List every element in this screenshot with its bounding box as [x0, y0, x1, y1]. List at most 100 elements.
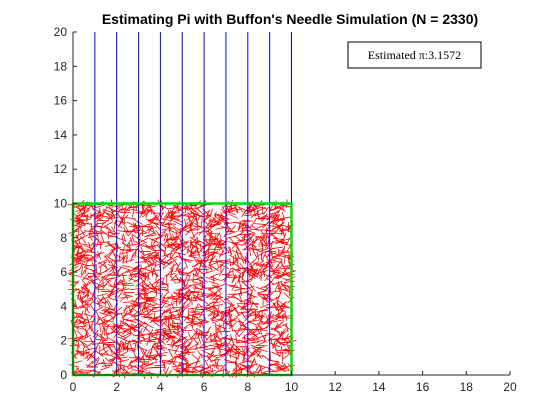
needle	[252, 248, 264, 251]
needle	[120, 327, 130, 334]
needle	[199, 258, 203, 268]
needle	[106, 301, 112, 310]
needle	[280, 242, 292, 246]
needle	[76, 325, 88, 328]
needle	[276, 205, 286, 212]
needle	[100, 240, 102, 250]
needle	[83, 258, 95, 262]
needle	[97, 320, 108, 326]
needle	[142, 208, 153, 213]
needle	[234, 349, 244, 356]
needle	[139, 363, 144, 372]
needle	[268, 271, 278, 278]
needle	[130, 357, 140, 364]
needle	[187, 275, 191, 284]
needle	[150, 269, 162, 273]
needle	[83, 313, 95, 318]
needle	[92, 291, 95, 301]
needle	[170, 215, 181, 218]
needle	[247, 203, 253, 212]
needle	[209, 273, 220, 278]
needle	[175, 288, 187, 291]
needle	[167, 245, 178, 247]
needle	[120, 339, 128, 348]
needle	[84, 265, 88, 275]
needle	[81, 249, 89, 258]
needle	[191, 353, 200, 361]
needle	[232, 267, 241, 274]
needle	[236, 368, 248, 371]
needle	[94, 341, 101, 350]
needle	[169, 323, 178, 331]
needle	[188, 220, 192, 229]
needle	[266, 213, 277, 220]
needle	[276, 364, 286, 371]
needle	[195, 327, 206, 334]
x-tick-label: 20	[503, 380, 517, 394]
needle	[200, 306, 212, 311]
needle	[255, 260, 265, 267]
needle	[155, 272, 158, 282]
needle	[233, 221, 245, 225]
needle	[82, 272, 90, 281]
needle	[267, 358, 278, 363]
needle	[244, 291, 255, 297]
needle	[198, 245, 205, 254]
needle	[165, 269, 173, 277]
needle	[248, 349, 256, 358]
needle	[116, 333, 127, 339]
needle	[104, 317, 113, 325]
needle	[101, 318, 106, 327]
needle	[97, 214, 109, 218]
needle	[166, 233, 169, 242]
needle	[99, 333, 107, 341]
needle	[143, 283, 154, 290]
needle	[280, 281, 287, 290]
needle	[237, 262, 239, 271]
needle	[106, 330, 116, 336]
needle	[91, 356, 100, 364]
needle	[205, 291, 214, 299]
needle	[247, 366, 253, 375]
needle	[262, 294, 270, 303]
needle	[229, 225, 236, 233]
needle	[72, 244, 83, 250]
needle	[126, 250, 128, 260]
needle	[248, 341, 260, 344]
needle	[156, 351, 168, 355]
needle	[258, 237, 264, 246]
needle	[111, 226, 117, 235]
needle	[132, 208, 135, 217]
needle	[215, 323, 217, 332]
needle	[164, 260, 173, 268]
needle	[209, 256, 214, 265]
needle	[95, 357, 100, 367]
needle	[235, 246, 242, 254]
needle	[163, 297, 175, 299]
needle	[113, 367, 123, 374]
needle	[80, 269, 86, 278]
needle	[183, 284, 193, 291]
needle	[146, 205, 157, 209]
needle	[80, 286, 90, 293]
needle	[189, 343, 199, 349]
needle	[110, 275, 121, 280]
needle	[157, 229, 167, 236]
needle	[174, 274, 181, 283]
needle	[88, 242, 92, 251]
needle	[154, 251, 160, 260]
needle	[204, 269, 215, 274]
needle	[148, 355, 159, 361]
needle	[174, 342, 185, 348]
needle	[110, 210, 114, 219]
needle	[69, 280, 80, 286]
needle	[266, 277, 275, 286]
needle	[98, 261, 108, 268]
needle	[99, 241, 111, 244]
needle	[216, 327, 223, 335]
needle	[170, 273, 178, 282]
needle	[215, 260, 227, 262]
needle	[277, 281, 282, 290]
needle	[132, 349, 137, 359]
needle	[133, 224, 136, 234]
